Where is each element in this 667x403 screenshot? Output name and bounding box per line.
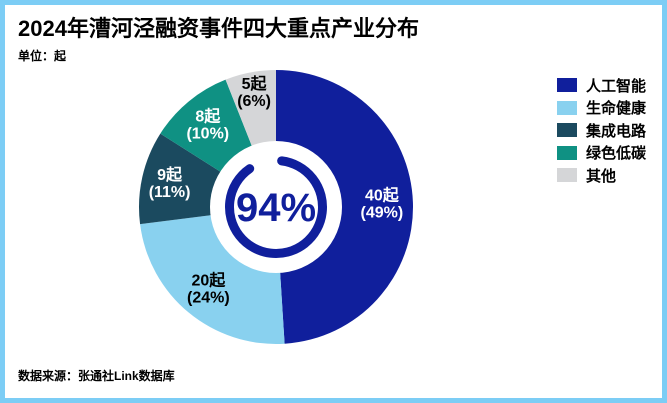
legend-item: 生命健康 xyxy=(557,97,646,120)
unit-label: 单位：起 xyxy=(18,49,67,63)
center-percentage: 94% xyxy=(236,186,316,230)
legend-label: 其他 xyxy=(586,167,617,185)
progress-ring xyxy=(225,156,327,258)
legend-label: 集成电路 xyxy=(586,122,647,140)
legend-label: 生命健康 xyxy=(586,100,647,118)
legend-label: 人工智能 xyxy=(586,77,647,95)
legend-swatch xyxy=(557,168,577,183)
slice-label: 9起(11%) xyxy=(149,165,191,201)
pie-slice xyxy=(276,70,414,344)
legend-item: 绿色低碳 xyxy=(557,142,646,165)
chart-legend: 人工智能生命健康集成电路绿色低碳其他 xyxy=(557,74,646,187)
slice-label: 8起(10%) xyxy=(186,107,229,143)
legend-item: 人工智能 xyxy=(557,74,646,97)
donut-chart: 40起(49%) 20起(24%) 9起(11%) 8起(10%)5起(6%) 94% xyxy=(139,70,414,345)
legend-label: 绿色低碳 xyxy=(586,145,647,163)
slice-label: 5起(6%) xyxy=(237,74,271,110)
legend-swatch xyxy=(557,123,577,138)
slice-label: 40起(49%) xyxy=(361,186,404,222)
legend-swatch xyxy=(557,145,577,160)
slice-label: 20起(24%) xyxy=(187,271,230,307)
legend-swatch xyxy=(557,100,577,115)
legend-item: 其他 xyxy=(557,164,646,187)
legend-item: 集成电路 xyxy=(557,119,646,142)
chart-title: 2024年漕河泾融资事件四大重点产业分布 xyxy=(18,16,419,41)
legend-swatch xyxy=(557,78,577,93)
data-source: 数据来源：张通社Link数据库 xyxy=(18,369,175,383)
